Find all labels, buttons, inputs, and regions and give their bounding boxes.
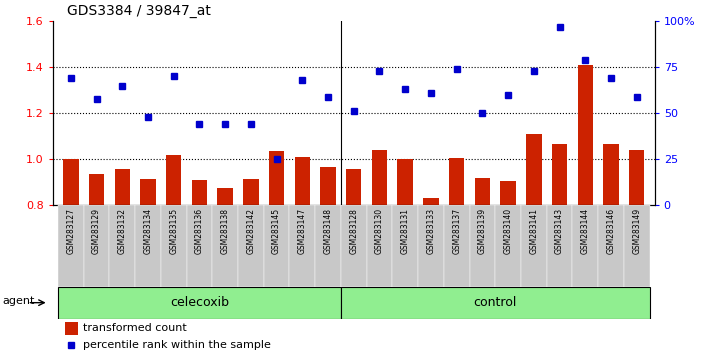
Bar xyxy=(320,167,336,205)
Text: GSM283145: GSM283145 xyxy=(272,208,281,254)
Bar xyxy=(392,205,418,287)
Bar xyxy=(341,287,650,319)
Bar xyxy=(552,144,567,205)
Text: GSM283144: GSM283144 xyxy=(581,208,590,254)
Bar xyxy=(218,188,233,205)
Bar xyxy=(474,178,490,205)
Bar xyxy=(423,198,439,205)
Text: GSM283147: GSM283147 xyxy=(298,208,307,254)
Text: GSM283140: GSM283140 xyxy=(503,208,513,254)
Text: GSM283134: GSM283134 xyxy=(144,208,153,254)
Bar xyxy=(166,155,182,205)
Text: GDS3384 / 39847_at: GDS3384 / 39847_at xyxy=(67,4,210,18)
Bar xyxy=(418,205,444,287)
Text: percentile rank within the sample: percentile rank within the sample xyxy=(83,340,271,350)
Bar xyxy=(161,205,187,287)
Bar xyxy=(115,169,130,205)
Text: GSM283146: GSM283146 xyxy=(606,208,615,254)
Bar xyxy=(521,205,547,287)
Text: GSM283139: GSM283139 xyxy=(478,208,487,254)
Text: control: control xyxy=(474,296,517,309)
Text: celecoxib: celecoxib xyxy=(170,296,229,309)
Bar xyxy=(289,205,315,287)
Bar xyxy=(372,150,387,205)
Text: GSM283142: GSM283142 xyxy=(246,208,256,254)
Bar xyxy=(238,205,264,287)
Text: agent: agent xyxy=(3,296,35,306)
Bar xyxy=(269,151,284,205)
Bar xyxy=(135,205,161,287)
Text: GSM283131: GSM283131 xyxy=(401,208,410,254)
Bar xyxy=(140,179,156,205)
Bar xyxy=(63,159,79,205)
Bar xyxy=(449,158,465,205)
Bar xyxy=(58,205,84,287)
Text: transformed count: transformed count xyxy=(83,324,187,333)
Text: GSM283141: GSM283141 xyxy=(529,208,539,254)
Bar xyxy=(243,179,258,205)
Text: GSM283133: GSM283133 xyxy=(427,208,436,254)
Bar xyxy=(629,150,644,205)
Bar xyxy=(315,205,341,287)
Text: GSM283135: GSM283135 xyxy=(169,208,178,254)
Bar xyxy=(341,205,367,287)
Bar xyxy=(213,205,238,287)
Text: GSM283127: GSM283127 xyxy=(66,208,75,254)
Bar xyxy=(65,322,78,335)
Text: GSM283129: GSM283129 xyxy=(92,208,101,254)
Text: GSM283137: GSM283137 xyxy=(452,208,461,254)
Text: GSM283132: GSM283132 xyxy=(118,208,127,254)
Text: GSM283128: GSM283128 xyxy=(349,208,358,253)
Bar xyxy=(572,205,598,287)
Bar xyxy=(84,205,109,287)
Bar xyxy=(444,205,470,287)
Bar xyxy=(547,205,572,287)
Bar xyxy=(603,144,619,205)
Bar xyxy=(398,159,413,205)
Text: GSM283136: GSM283136 xyxy=(195,208,204,254)
Text: GSM283149: GSM283149 xyxy=(632,208,641,254)
Bar xyxy=(187,205,213,287)
Bar xyxy=(89,174,104,205)
Text: GSM283148: GSM283148 xyxy=(324,208,332,254)
Text: GSM283130: GSM283130 xyxy=(375,208,384,254)
Bar xyxy=(624,205,650,287)
Bar xyxy=(598,205,624,287)
Bar xyxy=(526,134,541,205)
Text: GSM283143: GSM283143 xyxy=(555,208,564,254)
Bar xyxy=(495,205,521,287)
Bar xyxy=(58,287,341,319)
Bar xyxy=(367,205,392,287)
Text: GSM283138: GSM283138 xyxy=(220,208,230,254)
Bar xyxy=(294,157,310,205)
Bar xyxy=(470,205,495,287)
Bar xyxy=(109,205,135,287)
Bar xyxy=(501,181,516,205)
Bar xyxy=(264,205,289,287)
Bar xyxy=(346,169,361,205)
Bar xyxy=(191,180,207,205)
Bar xyxy=(577,65,593,205)
